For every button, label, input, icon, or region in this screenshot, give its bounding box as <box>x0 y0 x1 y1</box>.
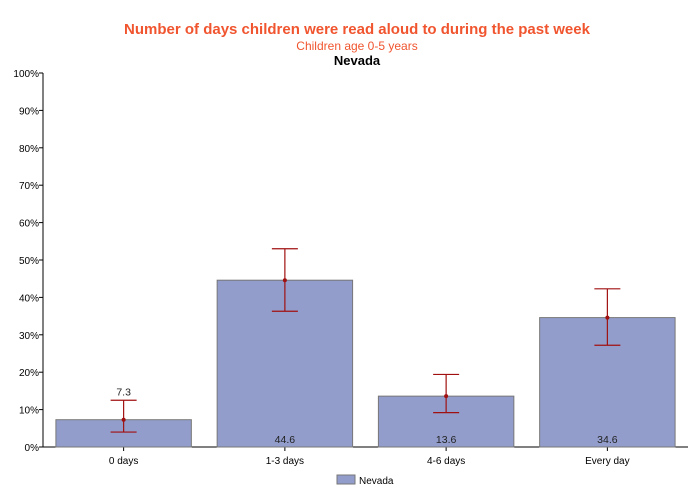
point-marker <box>605 315 610 320</box>
y-tick-label: 70% <box>19 181 39 192</box>
chart-subtitle: Children age 0-5 years <box>296 39 417 53</box>
chart-title: Number of days children were read aloud … <box>124 21 591 38</box>
y-tick-label: 50% <box>19 256 39 267</box>
y-tick-label: 10% <box>19 406 39 417</box>
data-label: 34.6 <box>597 434 618 446</box>
x-tick-label: 0 days <box>109 456 138 467</box>
chart-state: Nevada <box>334 53 381 68</box>
legend-label: Nevada <box>359 476 394 487</box>
legend-swatch <box>336 474 356 485</box>
point-marker <box>282 278 287 283</box>
x-tick-label: 1-3 days <box>266 456 304 467</box>
y-tick-label: 90% <box>19 106 39 117</box>
y-tick-label: 30% <box>19 331 39 342</box>
x-tick-label: Every day <box>585 456 629 467</box>
y-tick-label: 80% <box>19 144 39 155</box>
data-label: 44.6 <box>275 434 296 446</box>
point-marker <box>121 417 126 422</box>
y-tick-label: 0% <box>25 443 40 454</box>
y-tick-label: 40% <box>19 293 39 304</box>
data-label: 7.3 <box>116 386 131 398</box>
y-tick-label: 20% <box>19 368 39 379</box>
y-tick-label: 100% <box>13 69 39 80</box>
data-label: 13.6 <box>436 434 457 446</box>
legend: Nevada <box>336 474 394 487</box>
point-marker <box>444 394 449 399</box>
x-tick-label: 4-6 days <box>427 456 465 467</box>
y-tick-label: 60% <box>19 219 39 230</box>
